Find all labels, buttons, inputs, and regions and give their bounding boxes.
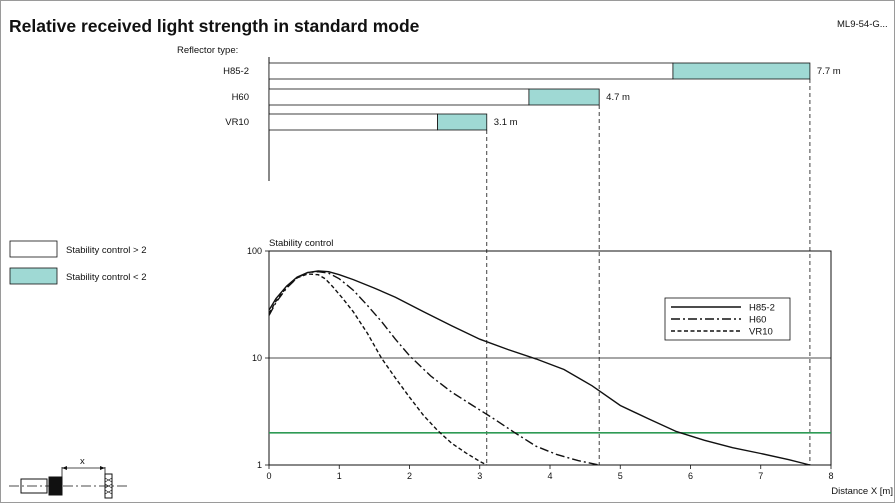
x-tick-label: 5 (618, 471, 623, 481)
y-tick-label: 10 (252, 353, 262, 363)
reflector-caption: Reflector type: (177, 45, 238, 56)
x-tick-label: 6 (688, 471, 693, 481)
chart-title: Relative received light strength in stan… (9, 16, 420, 36)
series-line-h60 (268, 270, 600, 466)
diagram-distance-label: x (80, 456, 85, 467)
bar-unstable-h85-2 (672, 62, 811, 80)
bar-range-label: 4.7 m (606, 92, 630, 103)
legend-label-stable: Stability control > 2 (66, 245, 147, 256)
x-tick-label: 8 (828, 471, 833, 481)
bar-range-label: 7.7 m (817, 66, 841, 77)
legend-box-stable (9, 240, 58, 258)
bar-range-label: 3.1 m (494, 117, 518, 128)
bar-unstable-h60 (528, 88, 600, 106)
series-legend-label: VR10 (749, 327, 773, 338)
bar-category-label: H60 (232, 92, 249, 103)
x-tick-label: 1 (337, 471, 342, 481)
model-code: ML9-54-G... (837, 19, 888, 30)
x-axis-label: Distance X [m] (831, 486, 893, 497)
y-axis-label: Stability control (269, 238, 333, 249)
bar-unstable-vr10 (437, 113, 488, 131)
bar-stable-h85-2 (268, 62, 674, 80)
bar-category-label: VR10 (225, 117, 249, 128)
x-tick-label: 7 (758, 471, 763, 481)
series-line-vr10 (268, 273, 488, 466)
bar-category-label: H85-2 (223, 66, 249, 77)
x-tick-label: 2 (407, 471, 412, 481)
y-tick-label: 100 (247, 246, 262, 256)
bar-stable-h60 (268, 88, 530, 106)
sensor-diagram (9, 466, 127, 499)
y-tick-label: 1 (257, 460, 262, 470)
series-legend-label: H60 (749, 315, 766, 326)
series-line-h85-2 (268, 270, 811, 466)
x-tick-label: 0 (266, 471, 271, 481)
x-tick-label: 4 (547, 471, 552, 481)
range-bars: H85-2 7.7 m H60 4.7 m VR10 3.1 m (223, 57, 841, 465)
series-legend-label: H85-2 (749, 303, 775, 314)
legend-box-unstable (9, 267, 58, 285)
legend-label-unstable: Stability control < 2 (66, 272, 147, 283)
bar-stable-vr10 (268, 113, 439, 131)
x-tick-label: 3 (477, 471, 482, 481)
